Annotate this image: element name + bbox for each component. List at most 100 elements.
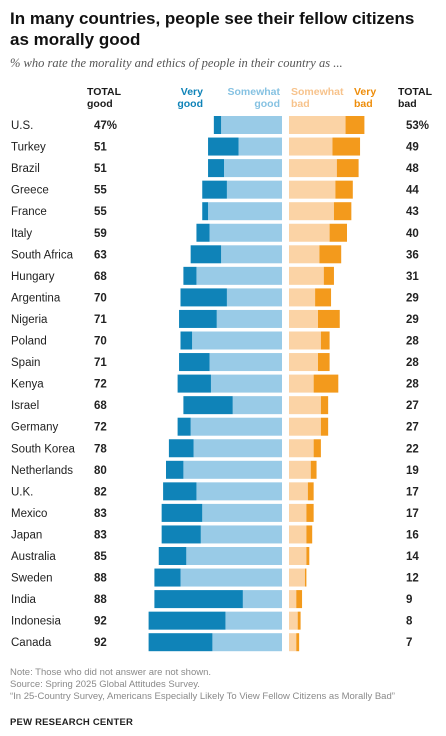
bar-somewhat-good [190,417,282,436]
country-label: Spain [11,357,40,369]
total-bad-label: 19 [406,465,419,477]
chart-subtitle: % who rate the morality and ethics of pe… [10,56,343,70]
bar-very-good [179,309,217,328]
country-label: Poland [11,336,47,348]
bar-somewhat-bad [289,439,314,458]
bar-very-good [161,503,203,522]
bar-very-bad [345,116,365,134]
total-bad-label: 29 [406,314,419,326]
header-very-bad: Very bad [354,86,386,110]
bar-somewhat-bad [289,503,307,522]
total-good-label: 51 [94,142,107,154]
country-label: Nigeria [11,314,48,326]
header-somewhat-bad: Somewhat bad [291,86,351,110]
bar-very-bad [306,547,310,565]
country-label: Germany [11,422,59,434]
bar-somewhat-good [212,633,282,652]
total-bad-label: 53% [406,120,429,132]
total-good-label: 70 [94,336,107,348]
total-good-label: 82 [94,486,107,498]
bar-somewhat-good [202,503,282,522]
country-label: Canada [11,637,52,649]
bar-very-good [148,611,226,630]
bar-very-good [208,137,239,156]
total-good-label: 55 [94,206,107,218]
bar-somewhat-bad [289,266,324,285]
bar-very-good [148,633,213,652]
bar-somewhat-good [224,159,282,178]
chart-title: In many countries, people see their fell… [10,9,415,49]
total-good-label: 83 [94,508,107,520]
bar-somewhat-good [238,137,282,156]
country-label: Greece [11,185,49,197]
header-very-bad-line2: bad [354,98,373,110]
bar-very-good [161,525,201,544]
header-somewhat-good-line2: good [254,98,280,110]
bar-somewhat-bad [289,180,336,199]
bar-somewhat-bad [289,223,330,242]
bar-very-bad [320,331,330,350]
total-good-label: 71 [94,314,107,326]
bar-very-bad [333,202,352,221]
total-bad-label: 8 [406,616,413,628]
bar-very-bad [297,611,301,630]
bar-somewhat-bad [289,331,321,350]
pew-logo-text: PEW RESEARCH CENTER [10,717,134,728]
total-bad-label: 12 [406,573,419,585]
total-good-label: 70 [94,292,107,304]
bar-very-bad [306,525,313,544]
bar-very-bad [313,374,339,393]
bar-very-good [180,288,227,307]
bar-somewhat-good [225,611,282,630]
header-somewhat-bad-line1: Somewhat [291,86,344,98]
country-label: Mexico [11,508,47,520]
bar-very-good [190,245,222,264]
country-label: Italy [11,228,32,240]
header-somewhat-good-line1: Somewhat [227,86,280,98]
total-bad-label: 7 [406,637,412,649]
bar-very-good [213,116,222,134]
total-good-label: 78 [94,443,107,455]
diverging-bar-chart: U.S. 47% 53% Turkey 51 49 Brazil 51 48 Greece 55 44… [11,116,429,652]
bar-very-good [180,331,193,350]
header-total-bad-line1: TOTAL [398,86,433,98]
total-good-label: 80 [94,465,107,477]
bar-somewhat-good [216,309,282,328]
total-bad-label: 28 [406,357,419,369]
total-bad-label: 22 [406,443,419,455]
total-bad-label: 9 [406,594,412,606]
total-bad-label: 43 [406,206,419,218]
bar-somewhat-bad [289,116,346,134]
country-label: Indonesia [11,616,61,628]
total-bad-label: 28 [406,336,419,348]
country-label: Brazil [11,163,40,175]
country-label: Hungary [11,271,55,283]
total-bad-label: 17 [406,508,419,520]
total-good-label: 83 [94,529,107,541]
bar-somewhat-bad [289,590,297,609]
bar-very-bad [318,353,330,372]
note-line: Note: Those who did not answer are not s… [10,667,212,678]
total-bad-label: 44 [406,185,419,197]
total-good-label: 47% [94,120,117,132]
bar-somewhat-good [193,439,282,458]
bar-very-good [154,590,243,609]
bar-very-good [202,202,209,221]
bar-very-bad [296,590,303,609]
total-good-label: 88 [94,573,107,585]
total-good-label: 72 [94,379,107,391]
bar-somewhat-good [226,288,282,307]
bar-very-good [196,223,210,242]
bar-very-bad [313,439,321,458]
total-good-label: 55 [94,185,107,197]
total-bad-label: 27 [406,400,419,412]
country-label: Turkey [11,142,46,154]
bar-somewhat-bad [289,245,320,264]
bar-somewhat-bad [289,309,318,328]
bar-somewhat-good [192,331,282,350]
header-total-bad-line2: bad [398,98,417,110]
total-good-label: 88 [94,594,107,606]
bar-very-bad [320,396,329,415]
header-somewhat-good: Somewhat good [210,86,280,110]
bar-somewhat-bad [289,633,297,652]
